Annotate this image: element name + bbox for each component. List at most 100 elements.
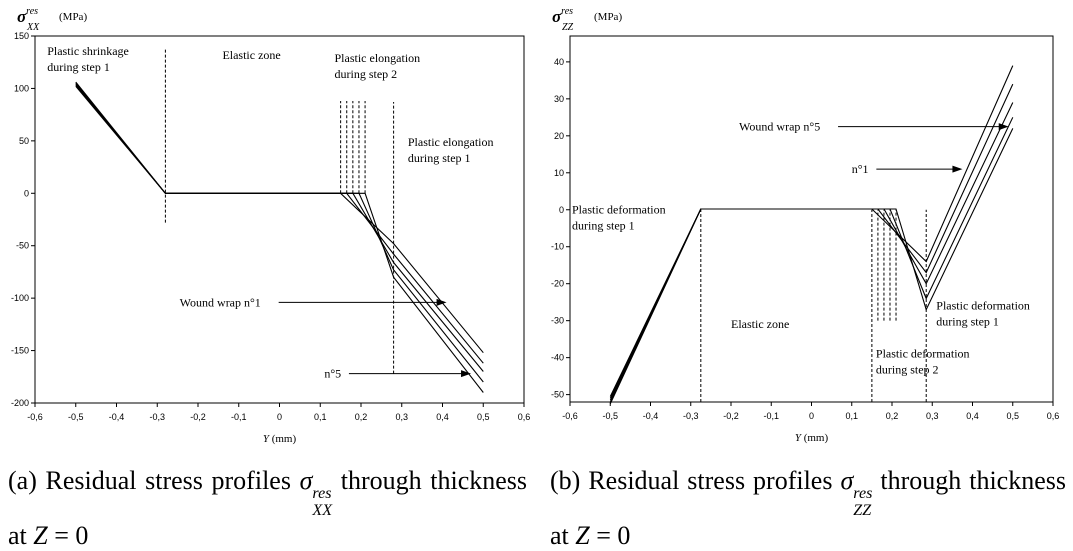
y-tick-label-b: -10 [551,242,564,252]
annotation-b: during step 1 [572,218,635,232]
x-tick-label-a: 0,4 [436,412,449,422]
x-tick-label-a: -0,4 [109,412,125,422]
y-tick-label-a: -100 [11,293,29,303]
y-tick-label-b: -50 [551,390,564,400]
annotation-b: Plastic deformation [876,347,970,361]
x-axis-label-b: Y (mm) [795,432,829,444]
y-axis-unit-a: (MPa) [59,11,87,23]
annotation-a: Plastic elongation [335,51,421,65]
caption-b: (b) Residual stress profiles σ res ZZ thro… [550,465,1066,551]
arrow-label-a: n°5 [324,367,341,381]
annotation-b: Elastic zone [731,317,789,331]
x-tick-label-a: -0,2 [190,412,206,422]
x-tick-label-b: -0,3 [683,411,699,421]
series-line-a-2 [75,82,484,364]
caption-a-symbol: σ [299,466,313,495]
series-line-b-5 [609,128,1014,405]
arrow-head-b [952,165,963,173]
x-tick-label-b: 0,3 [926,411,939,421]
y-tick-label-b: -20 [551,279,564,289]
y-tick-label-b: 20 [554,131,564,141]
x-tick-label-a: 0 [277,412,282,422]
x-tick-label-b: -0,1 [763,411,779,421]
caption-a: (a) Residual stress profiles σ res XX thro… [8,465,527,551]
y-axis-label-b: σres [552,6,573,26]
y-tick-label-a: -200 [11,398,29,408]
series-line-a-3 [75,83,484,372]
y-tick-label-b: 30 [554,94,564,104]
x-tick-label-b: -0,2 [723,411,739,421]
annotation-a: Elastic zone [222,48,280,62]
x-tick-label-a: 0,6 [518,412,531,422]
x-tick-label-a: -0,5 [68,412,84,422]
x-tick-label-a: 0,5 [477,412,490,422]
y-tick-label-a: -150 [11,346,29,356]
x-tick-label-a: 0,2 [355,412,368,422]
plot-frame-a [34,35,525,404]
y-tick-label-a: 150 [14,31,29,41]
caption-a-text: Residual stress profiles [45,466,291,495]
annotation-a: Plastic shrinkage [47,44,129,58]
x-tick-label-b: -0,4 [643,411,659,421]
arrow-label-b: n°1 [852,162,869,176]
x-tick-label-a: -0,6 [27,412,43,422]
x-tick-label-b: 0,2 [886,411,899,421]
x-tick-label-a: 0,1 [314,412,327,422]
y-tick-label-b: -30 [551,316,564,326]
series-line-a-4 [75,84,484,383]
x-tick-label-b: 0,5 [1006,411,1019,421]
y-axis-label-sub-a: XX [26,22,40,33]
caption-b-sup: res [853,484,873,502]
annotation-a: Plastic elongation [408,135,494,149]
y-tick-label-a: 0 [24,188,29,198]
y-axis-label-a: σres [17,6,38,26]
y-axis-unit-b: (MPa) [594,11,622,23]
annotation-a: during step 1 [408,151,471,165]
annotation-b: during step 2 [876,363,939,377]
x-tick-label-b: -0,6 [562,411,578,421]
arrow-label-a: Wound wrap n°1 [180,295,261,309]
y-tick-label-a: 50 [19,136,29,146]
y-axis-label-sub-b: ZZ [562,22,574,33]
y-tick-label-b: -40 [551,353,564,363]
annotation-b: Plastic deformation [572,202,666,216]
x-axis-label-a: Y (mm) [263,433,297,445]
annotation-a: during step 1 [47,60,110,74]
caption-b-text: Residual stress profiles [588,466,833,495]
y-tick-label-b: 40 [554,57,564,67]
series-line-a-5 [75,85,484,393]
x-tick-label-b: 0,1 [845,411,858,421]
x-tick-label-a: -0,3 [149,412,165,422]
caption-a-var: Z [33,520,48,550]
caption-a-label: (a) [8,466,37,495]
x-tick-label-a: -0,1 [231,412,247,422]
y-tick-label-b: 10 [554,168,564,178]
figure-canvas: -0,6 -0,5 -0,4 -0,3 -0,2 -0,1 0 0,1 0,2 0,3 0,4 0,5… [11,6,1059,445]
annotation-b: Plastic deformation [936,299,1030,313]
annotation-b: during step 1 [936,315,999,329]
x-tick-label-b: 0 [809,411,814,421]
caption-b-label: (b) [550,466,581,495]
arrow-label-b: Wound wrap n°5 [739,120,820,134]
arrow-head-b [998,123,1009,131]
caption-a-val: = 0 [54,520,89,550]
x-tick-label-a: 0,3 [395,412,408,422]
arrow-head-a [461,370,472,378]
caption-b-var: Z [575,520,590,550]
caption-b-symbol: σ [840,466,854,495]
x-tick-label-b: -0,5 [602,411,618,421]
caption-a-sub: XX [312,501,333,519]
y-tick-label-a: -50 [16,241,29,251]
annotation-a: during step 2 [335,67,398,81]
plot-frame-b [569,35,1054,403]
arrow-head-a [436,298,447,306]
chart-a: -0,6 -0,5 -0,4 -0,3 -0,2 -0,1 0 0,1 0,2 0,3 0,4 0,5… [11,6,530,445]
y-tick-label-a: 100 [14,83,29,93]
x-tick-label-b: 0,4 [966,411,979,421]
caption-b-val: = 0 [596,520,631,550]
caption-b-sub: ZZ [853,501,872,519]
chart-b: -0,6 -0,5 -0,4 -0,3 -0,2 -0,1 0 0,1 0,2 0,3 0,4 0,5… [551,6,1059,444]
y-tick-label-b: 0 [559,205,564,215]
caption-a-sup: res [312,484,332,502]
series-line-a-1 [75,81,484,354]
